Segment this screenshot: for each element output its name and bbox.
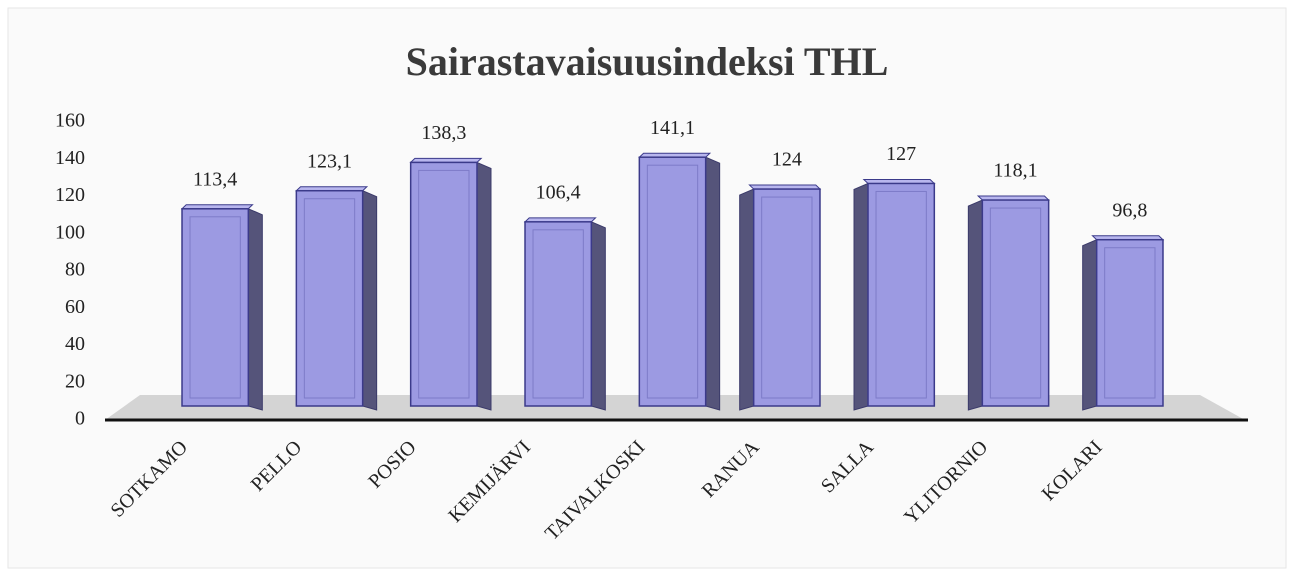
value-label: 113,4: [193, 168, 237, 190]
bar-front: [181, 208, 250, 407]
value-label: 124: [772, 149, 802, 171]
bar-inner: [532, 229, 584, 399]
bar-inner: [646, 164, 699, 399]
bar-inner: [189, 216, 241, 399]
bar: [295, 186, 378, 411]
y-tick-label: 0: [75, 408, 85, 430]
y-tick-label: 60: [65, 296, 85, 318]
value-label: 127: [886, 143, 916, 165]
bar: [638, 152, 721, 411]
bar-side: [967, 199, 983, 411]
bar: [739, 184, 822, 411]
y-tick-label: 100: [55, 221, 85, 243]
bar-side: [1082, 238, 1098, 411]
value-label: 118,1: [993, 160, 1037, 182]
bar: [180, 204, 263, 411]
y-tick-label: 40: [65, 333, 85, 355]
bar-front: [638, 156, 707, 407]
y-tick-label: 80: [65, 259, 85, 281]
y-tick-label: 120: [55, 184, 85, 206]
floor: [105, 395, 1245, 420]
bar-side: [853, 182, 869, 411]
bar-inner: [303, 198, 356, 399]
value-label: 123,1: [307, 150, 352, 172]
bar-side: [362, 189, 378, 411]
y-tick-label: 160: [55, 110, 85, 132]
value-label: 96,8: [1112, 199, 1147, 221]
bar-inner: [875, 190, 927, 399]
bar: [853, 178, 936, 411]
bar-front: [752, 188, 821, 407]
bar-side: [476, 161, 492, 411]
chart-title: Sairastavaisuusindeksi THL: [406, 39, 889, 84]
y-tick-label: 140: [55, 147, 85, 169]
value-label: 138,3: [421, 122, 466, 144]
bar-side: [739, 188, 755, 411]
bar: [967, 195, 1050, 411]
bar-inner: [761, 196, 813, 399]
bar: [523, 217, 606, 411]
value-label: 141,1: [650, 117, 695, 139]
value-label: 106,4: [536, 181, 581, 203]
bar-front: [867, 182, 936, 407]
bar: [409, 157, 492, 411]
bar: [1082, 235, 1165, 411]
bar-front: [295, 189, 364, 407]
bar-front: [981, 199, 1050, 407]
bar-side: [247, 208, 263, 411]
bar-inner: [989, 207, 1042, 399]
bar-side: [705, 156, 721, 411]
bar-inner: [418, 169, 470, 399]
bar-front: [524, 221, 593, 407]
bar-inner: [1104, 247, 1156, 399]
y-tick-label: 20: [65, 370, 85, 392]
bar-side: [590, 221, 606, 411]
bar-front: [1095, 238, 1164, 407]
bar-front: [409, 161, 478, 407]
